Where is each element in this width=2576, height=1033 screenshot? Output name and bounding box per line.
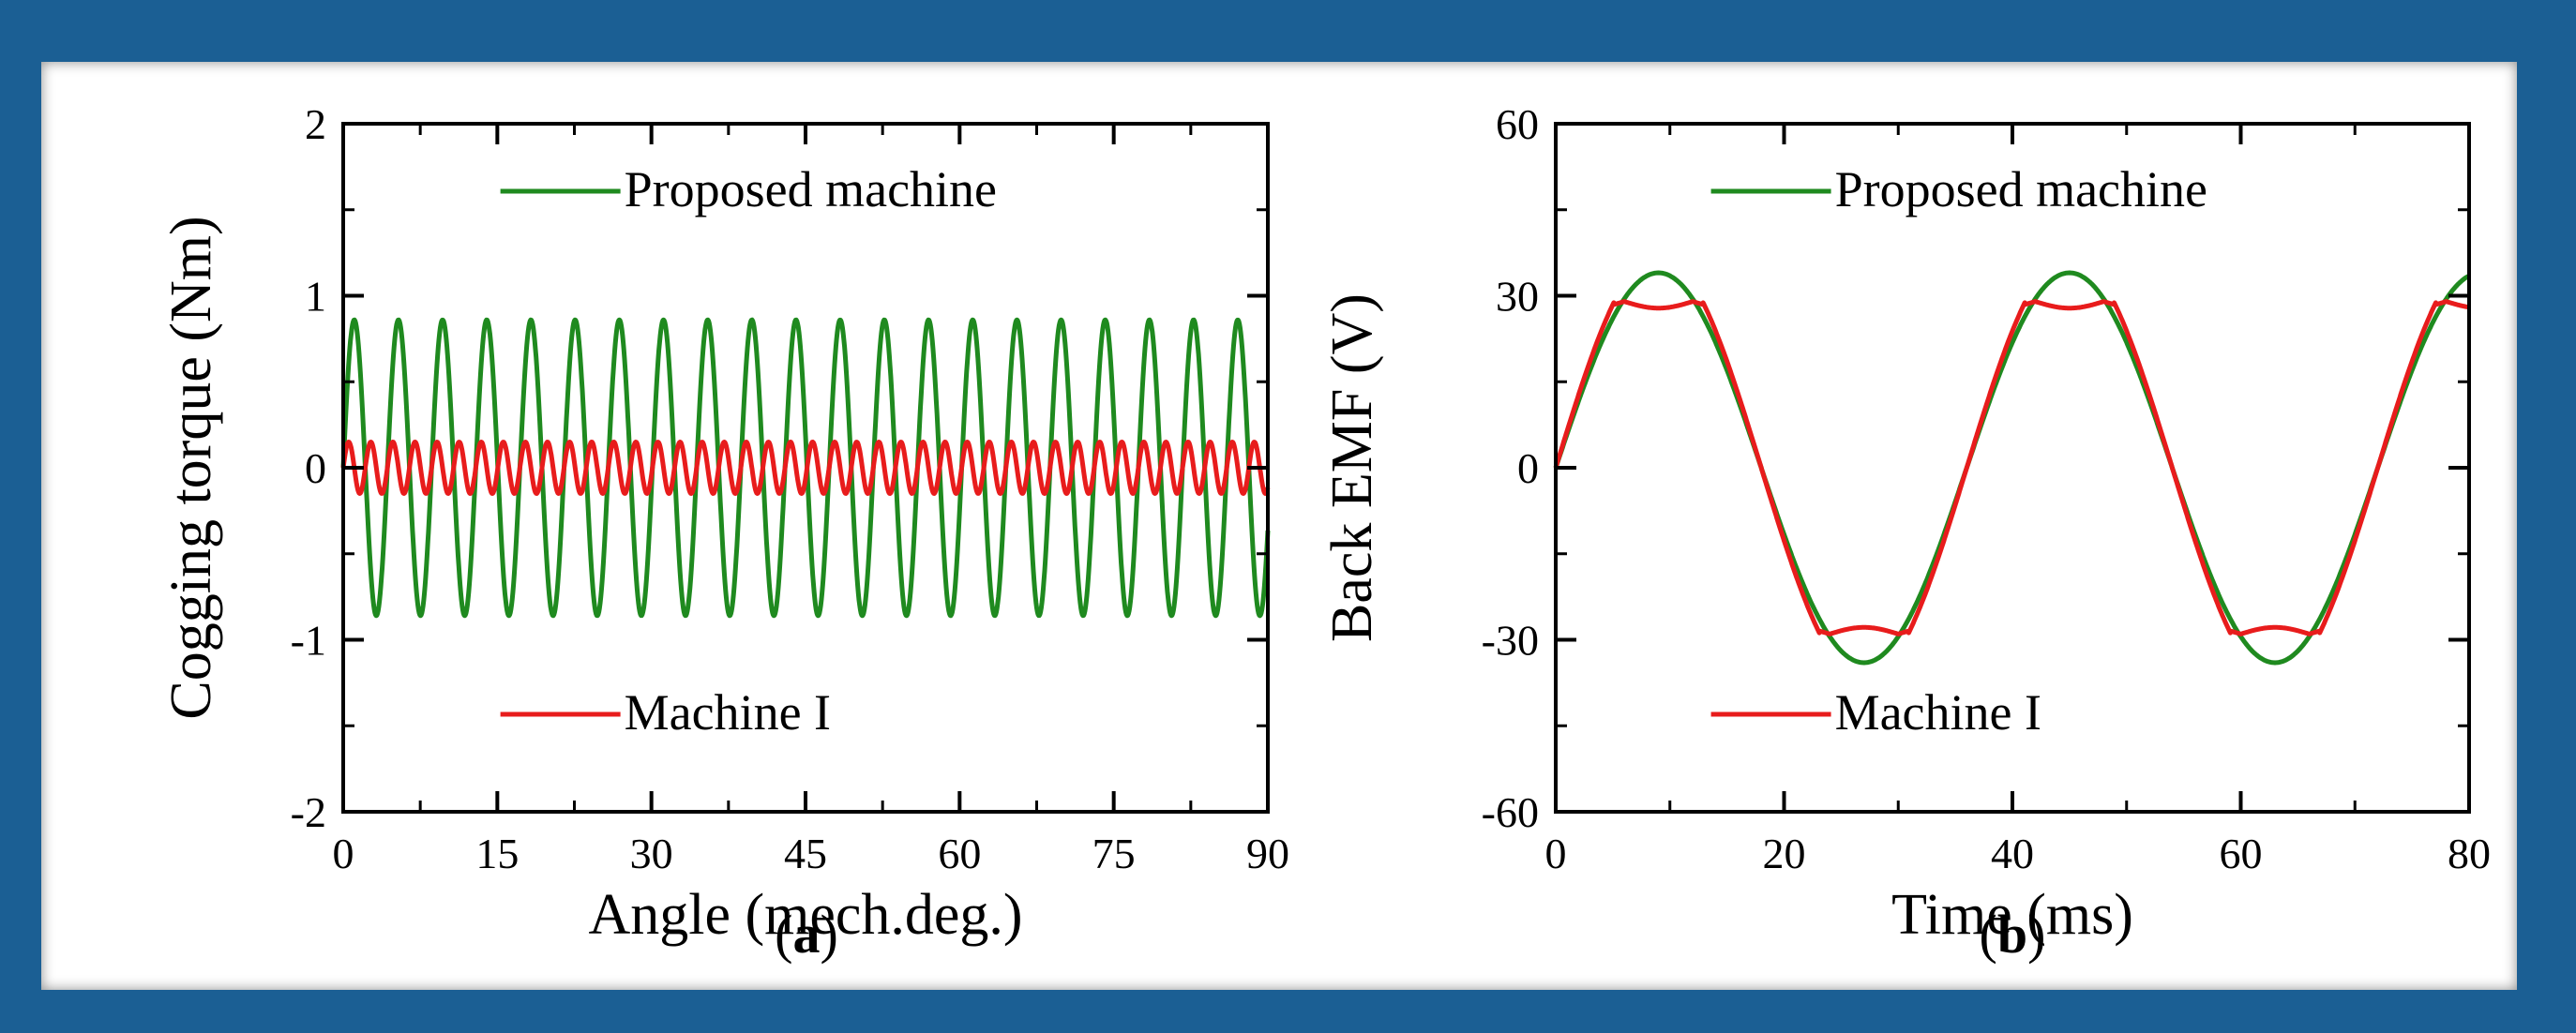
y-tick-label: 30 <box>1496 273 1539 321</box>
legend-label-proposed: Proposed machine <box>625 161 997 217</box>
y-axis-title: Back EMF (V) <box>1320 293 1384 642</box>
chart-b: 0 20 40 60 80 -60 -30 0 30 60 Time (ms) Back EMF (V… <box>1320 100 2491 965</box>
panel-caption-b: (b) <box>1980 904 2046 965</box>
series-line-machine1-a <box>340 440 1271 496</box>
y-tick-label: 0 <box>305 444 326 492</box>
series-line-machine1-b <box>1553 299 2471 636</box>
x-tick-label: 45 <box>784 830 827 877</box>
figure-panel: 0 15 30 45 60 75 90 -2 -1 0 1 2 Angle (mech.deg.) Cog… <box>41 62 2517 990</box>
x-tick-label: 60 <box>2220 830 2263 877</box>
legend-label-proposed: Proposed machine <box>1835 161 2207 217</box>
x-tick-label: 75 <box>1092 830 1136 877</box>
x-axis-title: Angle (mech.deg.) <box>588 883 1022 947</box>
y-axis-title: Cogging torque (Nm) <box>159 216 223 719</box>
series-line-proposed-b <box>1553 270 2471 666</box>
x-tick-label: 30 <box>630 830 673 877</box>
x-tick-label: 90 <box>1246 830 1289 877</box>
panel-caption-a: (a) <box>775 904 838 965</box>
y-tick-label: -30 <box>1482 617 1539 665</box>
chart-a: 0 15 30 45 60 75 90 -2 -1 0 1 2 Angle (mech.deg.) Cog… <box>159 100 1289 965</box>
x-tick-label: 60 <box>938 830 981 877</box>
x-axis-title: Time (ms) <box>1891 883 2133 947</box>
legend-label-machine1: Machine I <box>1835 684 2041 741</box>
y-tick-label: -60 <box>1482 788 1539 836</box>
y-tick-label: 60 <box>1496 100 1539 148</box>
x-tick-label: 15 <box>475 830 519 877</box>
x-tick-label: 0 <box>333 830 354 877</box>
y-tick-label: 0 <box>1517 444 1539 492</box>
x-tick-label: 40 <box>1991 830 2034 877</box>
chart-svg: 0 15 30 45 60 75 90 -2 -1 0 1 2 Angle (mech.deg.) Cog… <box>159 100 2491 965</box>
y-tick-label: -2 <box>291 788 326 836</box>
y-tick-label: 2 <box>305 100 326 148</box>
x-tick-label: 20 <box>1763 830 1806 877</box>
y-tick-label: 1 <box>305 273 326 321</box>
x-tick-label: 80 <box>2448 830 2491 877</box>
y-tick-label: -1 <box>291 617 326 665</box>
legend-label-machine1: Machine I <box>625 684 831 741</box>
x-tick-label: 0 <box>1545 830 1567 877</box>
